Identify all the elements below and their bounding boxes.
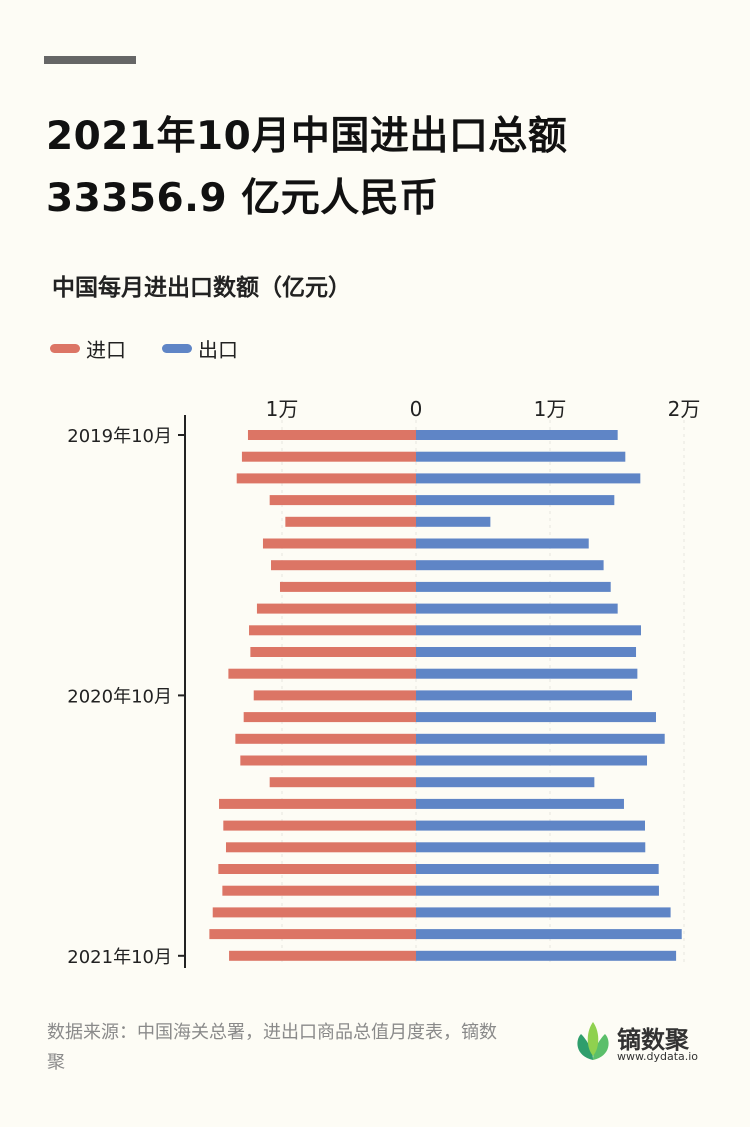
- bar-export: [416, 755, 648, 766]
- bar-export: [416, 668, 638, 679]
- bar-import: [243, 712, 416, 723]
- x-tick-label: 1万: [266, 397, 299, 421]
- bar-export: [416, 538, 589, 549]
- bar-import: [271, 560, 416, 571]
- decorative-bar: [44, 56, 136, 64]
- title-line-2: 33356.9 亿元人民币: [46, 176, 439, 221]
- y-tick-label: 2020年10月: [67, 686, 172, 707]
- logo-url: www.dydata.io: [617, 1050, 699, 1063]
- bar-export: [416, 581, 611, 592]
- bar-export: [416, 820, 646, 831]
- legend-swatch-export: [162, 344, 192, 353]
- bar-import: [228, 668, 416, 679]
- logo: 镝数聚 www.dydata.io: [573, 1020, 713, 1064]
- legend-item-export: 出口: [162, 334, 238, 363]
- bar-import: [212, 907, 416, 918]
- bar-import: [236, 473, 416, 484]
- legend-label-import: 进口: [86, 338, 126, 362]
- bar-import: [241, 451, 416, 462]
- bar-export: [416, 950, 677, 961]
- bar-import: [247, 430, 416, 440]
- bar-export: [416, 733, 665, 744]
- source-note: 数据来源：中国海关总署，进出口商品总值月度表，镝数聚: [47, 1022, 497, 1073]
- bar-export: [416, 864, 659, 874]
- bar-import: [262, 538, 416, 549]
- logo-name: 镝数聚: [617, 1026, 689, 1054]
- bar-import: [279, 581, 416, 592]
- title-line-1: 2021年10月中国进出口总额: [46, 114, 568, 159]
- legend-swatch-import: [50, 344, 80, 353]
- bar-export: [416, 929, 682, 940]
- x-tick-label: 0: [410, 397, 423, 421]
- leaf-logo-icon: [577, 1022, 609, 1060]
- bar-import: [225, 842, 416, 853]
- bar-export: [416, 690, 633, 701]
- bar-export: [416, 712, 656, 723]
- bar-import: [218, 864, 416, 874]
- bar-import: [285, 516, 416, 527]
- bar-export: [416, 798, 624, 809]
- chart: 1万 0 1万 2万 2019年10月 2020年10月 2021年10月: [67, 397, 701, 968]
- bar-import: [249, 625, 416, 636]
- legend: 进口 出口: [50, 334, 238, 363]
- bar-import: [253, 690, 416, 701]
- x-tick-label: 2万: [668, 397, 701, 421]
- legend-label-export: 出口: [198, 338, 238, 362]
- bar-export: [416, 495, 615, 506]
- bar-export: [416, 885, 659, 896]
- bar-import: [256, 603, 416, 614]
- bar-import: [222, 885, 416, 896]
- bar-import: [269, 777, 416, 788]
- bar-export: [416, 560, 604, 571]
- bar-export: [416, 842, 646, 853]
- bar-export: [416, 603, 618, 614]
- bar-export: [416, 907, 671, 918]
- page-title: 2021年10月中国进出口总额 33356.9 亿元人民币: [46, 106, 567, 230]
- bar-export: [416, 647, 637, 657]
- bar-export: [416, 451, 626, 462]
- bar-import: [235, 733, 416, 744]
- chart-title: 中国每月进出口数额（亿元）: [52, 275, 351, 301]
- y-tick-label: 2021年10月: [67, 947, 172, 968]
- bar-import: [229, 950, 416, 961]
- bar-export: [416, 625, 641, 636]
- bar-import: [219, 798, 416, 809]
- bar-import: [269, 495, 416, 506]
- bar-import: [250, 647, 416, 657]
- bar-export: [416, 473, 641, 484]
- legend-item-import: 进口: [50, 334, 126, 363]
- bar-export: [416, 516, 491, 527]
- bar-import: [209, 929, 416, 940]
- bar-import: [240, 755, 416, 766]
- y-tick-label: 2019年10月: [67, 426, 172, 447]
- x-tick-label: 1万: [534, 397, 567, 421]
- bar-import: [223, 820, 416, 831]
- bar-export: [416, 777, 595, 788]
- bar-export: [416, 430, 618, 440]
